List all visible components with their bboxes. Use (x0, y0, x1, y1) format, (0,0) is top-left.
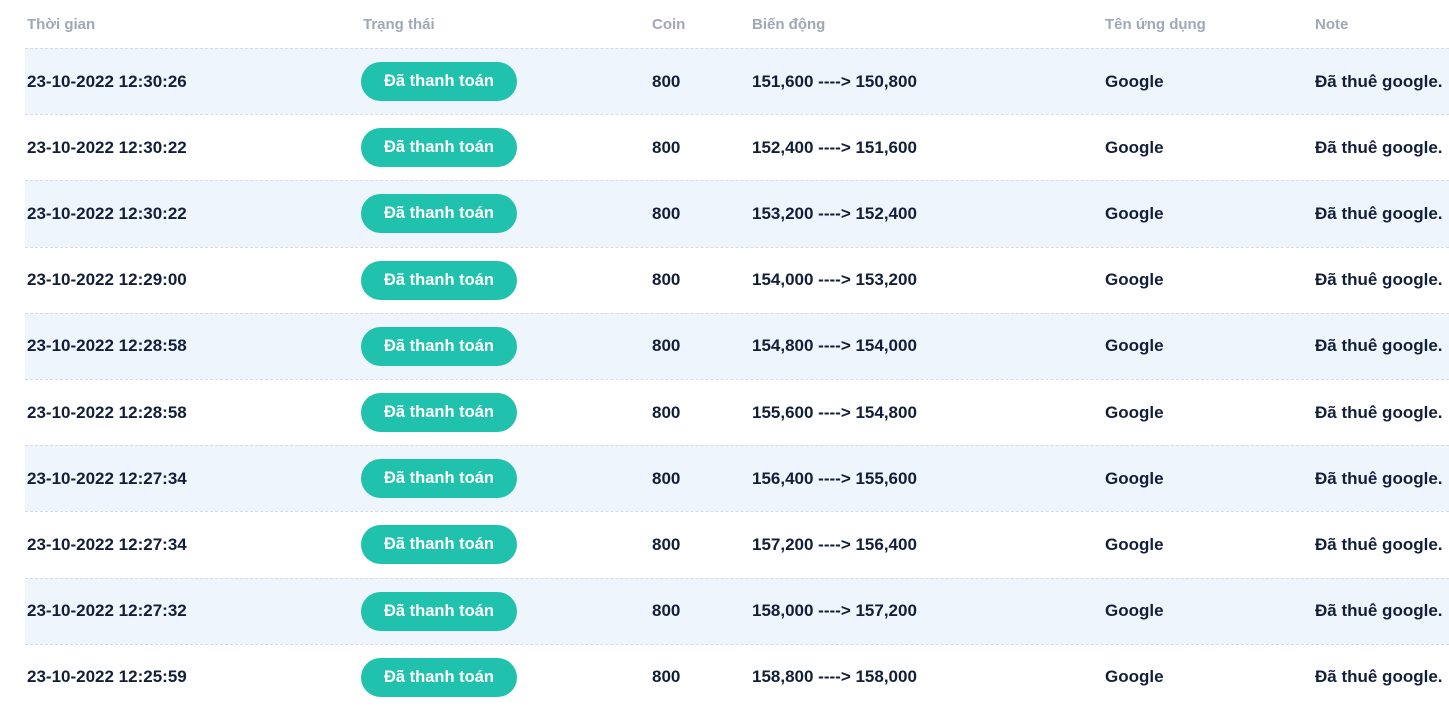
cell-change: 151,600 ----> 150,800 (752, 71, 917, 91)
cell-coin: 800 (652, 468, 681, 488)
cell-coin: 800 (652, 71, 681, 91)
cell-change: 156,400 ----> 155,600 (752, 468, 917, 488)
table-row: 23-10-2022 12:28:58 Đã thanh toán 800 15… (25, 378, 1449, 445)
cell-coin: 800 (652, 667, 681, 687)
status-badge: Đã thanh toán (361, 525, 517, 565)
table-header: Thời gian Trạng thái Coin Biến động Tên … (25, 0, 1449, 48)
table-row: 23-10-2022 12:30:22 Đã thanh toán 800 15… (25, 180, 1449, 247)
cell-note: Đã thuê google. (1315, 71, 1443, 91)
table-row: 23-10-2022 12:28:58 Đã thanh toán 800 15… (25, 312, 1449, 379)
cell-app: Google (1105, 601, 1164, 621)
cell-app: Google (1105, 534, 1164, 554)
cell-app: Google (1105, 270, 1164, 290)
cell-note: Đã thuê google. (1315, 270, 1443, 290)
status-badge: Đã thanh toán (361, 194, 517, 234)
cell-note: Đã thuê google. (1315, 402, 1443, 422)
cell-coin: 800 (652, 270, 681, 290)
column-header-app: Tên ứng dụng (1105, 15, 1206, 33)
cell-app: Google (1105, 468, 1164, 488)
cell-status: Đã thanh toán (361, 128, 650, 168)
cell-note: Đã thuê google. (1315, 203, 1443, 223)
cell-note: Đã thuê google. (1315, 534, 1443, 554)
cell-status: Đã thanh toán (361, 591, 650, 631)
cell-app: Google (1105, 667, 1164, 687)
cell-time: 23-10-2022 12:29:00 (27, 270, 187, 290)
cell-status: Đã thanh toán (361, 326, 650, 366)
status-badge: Đã thanh toán (361, 62, 517, 102)
cell-status: Đã thanh toán (361, 657, 650, 697)
cell-coin: 800 (652, 137, 681, 157)
column-header-time: Thời gian (27, 15, 96, 33)
cell-change: 157,200 ----> 156,400 (752, 534, 917, 554)
cell-time: 23-10-2022 12:27:32 (27, 601, 187, 621)
cell-change: 153,200 ----> 152,400 (752, 203, 917, 223)
cell-status: Đã thanh toán (361, 194, 650, 234)
cell-status: Đã thanh toán (361, 62, 650, 102)
column-header-coin: Coin (652, 15, 686, 33)
cell-coin: 800 (652, 402, 681, 422)
cell-note: Đã thuê google. (1315, 137, 1443, 157)
cell-time: 23-10-2022 12:27:34 (27, 468, 187, 488)
cell-coin: 800 (652, 336, 681, 356)
status-badge: Đã thanh toán (361, 128, 517, 168)
cell-app: Google (1105, 203, 1164, 223)
cell-coin: 800 (652, 534, 681, 554)
cell-status: Đã thanh toán (361, 260, 650, 300)
status-badge: Đã thanh toán (361, 459, 517, 499)
cell-status: Đã thanh toán (361, 393, 650, 433)
table-row: 23-10-2022 12:30:26 Đã thanh toán 800 15… (25, 48, 1449, 115)
status-badge: Đã thanh toán (361, 591, 517, 631)
cell-time: 23-10-2022 12:30:22 (27, 137, 187, 157)
cell-change: 158,800 ----> 158,000 (752, 667, 917, 687)
cell-app: Google (1105, 336, 1164, 356)
column-header-note: Note (1315, 15, 1349, 33)
cell-change: 155,600 ----> 154,800 (752, 402, 917, 422)
status-badge: Đã thanh toán (361, 657, 517, 697)
cell-note: Đã thuê google. (1315, 601, 1443, 621)
cell-change: 154,800 ----> 154,000 (752, 336, 917, 356)
cell-app: Google (1105, 71, 1164, 91)
cell-change: 158,000 ----> 157,200 (752, 601, 917, 621)
status-badge: Đã thanh toán (361, 393, 517, 433)
table-row: 23-10-2022 12:30:22 Đã thanh toán 800 15… (25, 114, 1449, 180)
cell-coin: 800 (652, 203, 681, 223)
table-row: 23-10-2022 12:27:34 Đã thanh toán 800 15… (25, 511, 1449, 577)
cell-app: Google (1105, 402, 1164, 422)
table-row: 23-10-2022 12:29:00 Đã thanh toán 800 15… (25, 246, 1449, 313)
status-badge: Đã thanh toán (361, 260, 517, 300)
table-row: 23-10-2022 12:25:59 Đã thanh toán 800 15… (25, 643, 1449, 710)
cell-status: Đã thanh toán (361, 459, 650, 499)
cell-time: 23-10-2022 12:25:59 (27, 667, 187, 687)
cell-change: 154,000 ----> 153,200 (752, 270, 917, 290)
cell-time: 23-10-2022 12:28:58 (27, 336, 187, 356)
cell-time: 23-10-2022 12:30:22 (27, 203, 187, 223)
cell-time: 23-10-2022 12:28:58 (27, 402, 187, 422)
cell-note: Đã thuê google. (1315, 336, 1443, 356)
column-header-change: Biến động (752, 15, 826, 33)
column-header-status: Trạng thái (363, 15, 435, 33)
table-body: 23-10-2022 12:30:26 Đã thanh toán 800 15… (0, 48, 1449, 710)
cell-app: Google (1105, 137, 1164, 157)
cell-coin: 800 (652, 601, 681, 621)
cell-status: Đã thanh toán (361, 525, 650, 565)
cell-time: 23-10-2022 12:27:34 (27, 534, 187, 554)
table-row: 23-10-2022 12:27:34 Đã thanh toán 800 15… (25, 445, 1449, 512)
status-badge: Đã thanh toán (361, 326, 517, 366)
cell-change: 152,400 ----> 151,600 (752, 137, 917, 157)
cell-note: Đã thuê google. (1315, 667, 1443, 687)
cell-time: 23-10-2022 12:30:26 (27, 71, 187, 91)
cell-note: Đã thuê google. (1315, 468, 1443, 488)
table-row: 23-10-2022 12:27:32 Đã thanh toán 800 15… (25, 577, 1449, 644)
